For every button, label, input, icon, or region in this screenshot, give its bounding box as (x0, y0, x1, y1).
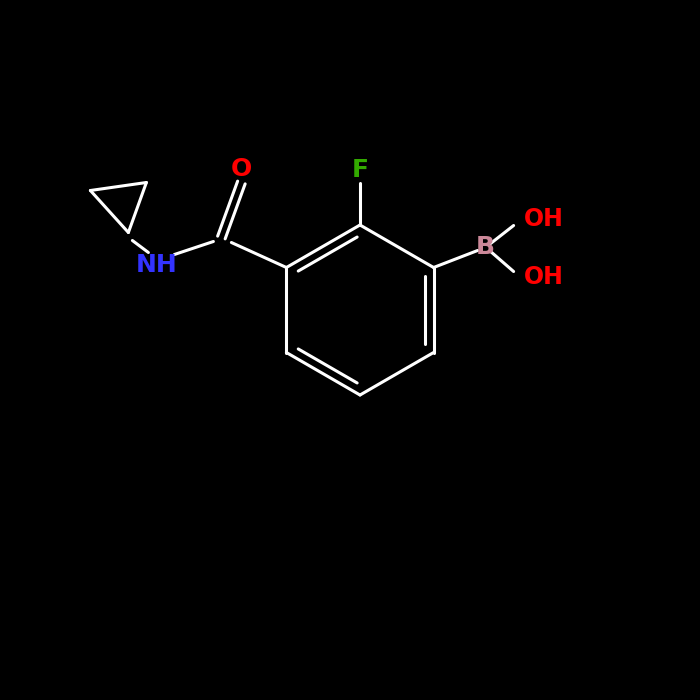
Text: B: B (476, 235, 495, 260)
Text: NH: NH (136, 253, 177, 276)
Text: OH: OH (524, 207, 564, 232)
Text: F: F (351, 158, 368, 182)
Text: OH: OH (524, 265, 564, 290)
Text: O: O (231, 157, 252, 181)
